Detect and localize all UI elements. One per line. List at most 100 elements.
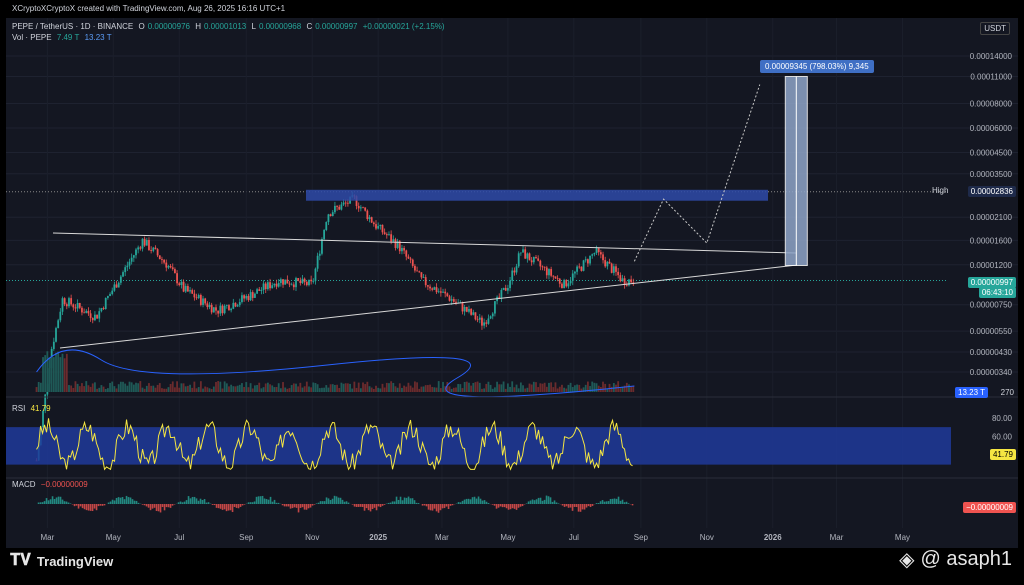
candle-body	[539, 261, 541, 267]
candle-body	[501, 290, 503, 298]
candle-body	[256, 289, 258, 293]
volume-bar	[103, 387, 105, 392]
chart-area[interactable]: 80.00 60.00 0.00014000 0.00011000 0.0000800…	[6, 18, 1018, 548]
candle-body	[101, 308, 103, 311]
candle-body	[606, 262, 608, 267]
macd-bar	[484, 500, 486, 504]
macd-bar	[528, 501, 530, 504]
candle-body	[70, 298, 72, 304]
price-tick: 0.00000430	[970, 348, 1013, 357]
candle-body	[421, 272, 423, 277]
macd-bar	[574, 504, 576, 507]
volume-bar	[92, 383, 94, 392]
volume-bar	[399, 383, 401, 392]
macd-bar	[104, 504, 106, 505]
rsi-band	[6, 427, 951, 465]
macd-bar	[134, 501, 136, 504]
volume-bar	[349, 384, 351, 392]
macd-bar	[268, 500, 270, 504]
volume-bar	[572, 387, 574, 392]
macd-value: −0.00000009	[41, 480, 88, 489]
candle-body	[202, 298, 204, 304]
macd-bar	[412, 498, 414, 504]
candle-body	[224, 306, 226, 313]
candle-body	[124, 267, 126, 272]
macd-bar	[404, 498, 406, 504]
candle-body	[282, 279, 284, 284]
volume-bar	[360, 388, 362, 392]
candle-body	[183, 282, 185, 292]
candle-body	[88, 311, 90, 313]
candle-body	[306, 282, 308, 285]
candle-body	[228, 305, 230, 310]
tradingview-brand: TradingView	[37, 554, 113, 569]
volume-bar	[213, 387, 215, 392]
volume-legend: Vol · PEPE 7.49 T 13.23 T	[12, 33, 115, 42]
candle-body	[596, 248, 598, 253]
macd-bar	[536, 499, 538, 504]
time-tick: May	[500, 533, 515, 542]
macd-bar	[230, 504, 232, 510]
volume-bar	[358, 383, 360, 392]
macd-bar	[318, 503, 320, 504]
macd-bar	[178, 502, 180, 504]
macd-bar	[414, 500, 416, 504]
candle-body	[196, 297, 198, 298]
candle-body	[371, 217, 373, 222]
macd-bar	[476, 499, 478, 504]
volume-bar	[302, 388, 304, 392]
volume-value-1: 7.49 T	[57, 33, 80, 42]
price-tick: 0.00011000	[970, 72, 1012, 81]
macd-bar	[206, 503, 208, 504]
volume-value-2: 13.23 T	[85, 33, 112, 42]
volume-bar	[366, 382, 368, 392]
volume-bar	[315, 383, 317, 392]
macd-bar	[314, 504, 316, 505]
macd-bar	[434, 504, 436, 509]
volume-bar	[226, 383, 228, 392]
macd-bar	[510, 504, 512, 509]
volume-bar	[602, 382, 604, 392]
currency-selector[interactable]: USDT	[980, 22, 1010, 35]
candle-body	[507, 288, 509, 291]
candle-body	[338, 207, 340, 210]
candle-body	[477, 319, 479, 320]
volume-bar	[362, 382, 364, 392]
resistance-zone	[306, 190, 768, 201]
projection-path	[634, 85, 759, 262]
macd-bar	[348, 503, 350, 504]
volume-bar	[146, 386, 148, 392]
volume-bar	[59, 357, 61, 392]
macd-bar	[198, 501, 200, 504]
candle-body	[64, 298, 66, 304]
macd-bar	[214, 504, 216, 505]
candle-body	[133, 255, 135, 257]
high-tag-label: High	[932, 186, 948, 195]
chart-svg[interactable]: 80.00 60.00 0.00014000 0.00011000 0.0000800…	[6, 18, 1018, 548]
volume-bar	[405, 387, 407, 392]
candle-body	[193, 294, 195, 298]
candle-body	[490, 316, 492, 318]
volume-bar	[75, 381, 77, 392]
price-tick: 0.00014000	[970, 52, 1013, 61]
candle-body	[343, 203, 345, 205]
candle-body	[483, 322, 485, 325]
volume-bar	[613, 383, 615, 392]
candle-body	[518, 253, 520, 266]
candle-body	[570, 281, 572, 283]
macd-bar	[296, 504, 298, 508]
macd-bar	[54, 499, 56, 504]
macd-bar	[336, 496, 338, 504]
volume-bar	[598, 386, 600, 392]
macd-bar	[526, 503, 528, 504]
price-tick: 0.00006000	[970, 124, 1013, 133]
candle-body	[561, 284, 563, 288]
candle-body	[423, 277, 425, 278]
tradingview-logo[interactable]: 𝐓𝐕 TradingView	[10, 552, 113, 570]
macd-bar	[294, 504, 296, 507]
volume-bar	[338, 388, 340, 392]
volume-bar	[202, 389, 204, 392]
candle-body	[185, 286, 187, 292]
macd-bar	[540, 498, 542, 504]
